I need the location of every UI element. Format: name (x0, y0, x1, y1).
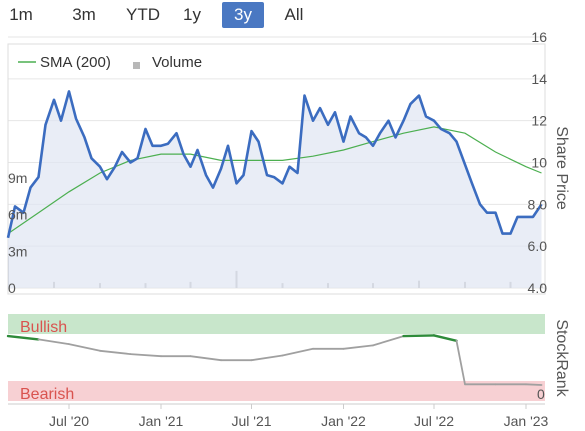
volume-legend-label: Volume (152, 54, 202, 71)
stockrank-segment (6, 334, 40, 341)
stockrank-segment (432, 334, 458, 342)
stockrank-segment (68, 343, 101, 352)
range-button-all[interactable]: All (284, 5, 304, 24)
stockrank-segment (99, 349, 132, 356)
price-area (8, 91, 542, 289)
share-price-axis-label: Share Price (553, 126, 570, 210)
price-tick-label: 6.0 (528, 238, 548, 254)
stockrank-segment (525, 383, 543, 386)
stockrank-segment (250, 354, 284, 362)
stockrank-segment (455, 339, 466, 386)
stockrank-axis-label: StockRank (553, 319, 570, 397)
x-tick-label: Jul '22 (414, 413, 454, 429)
price-tick-label: 12 (531, 113, 547, 129)
range-selector: 1m 3m YTD 1y 3y All (0, 0, 330, 30)
bullish-label: Bullish (20, 319, 67, 336)
volume-tick-label: 6m (8, 207, 27, 223)
stockrank-segment (342, 344, 374, 350)
range-button-1m[interactable]: 1m (9, 5, 33, 24)
x-tick-label: Jul '20 (49, 413, 89, 429)
price-tick-label: 14 (531, 71, 547, 87)
price-panel-frame (7, 43, 546, 295)
sma-line (7, 126, 542, 235)
volume-tick-label: 3m (8, 243, 27, 259)
range-button-ytd[interactable]: YTD (126, 5, 160, 24)
bullish-band (8, 314, 545, 334)
volume-tick-label: 0 (8, 280, 16, 296)
stockrank-segment (37, 338, 70, 346)
price-line (6, 90, 543, 239)
range-button-3m[interactable]: 3m (72, 5, 96, 24)
bearish-label: Bearish (20, 386, 74, 403)
stockrank-zero-tick: 0 (537, 386, 545, 402)
volume-tick-label: 9m (8, 170, 27, 186)
stockrank-segment (129, 353, 162, 358)
range-button-3y[interactable]: 3y (222, 2, 264, 28)
x-tick-label: Jan '22 (321, 413, 366, 429)
legend: SMA (200) Volume (18, 54, 202, 71)
stockrank-segment (189, 355, 222, 362)
x-tick-label: Jan '23 (504, 413, 549, 429)
x-tick-label: Jan '21 (139, 413, 184, 429)
stockrank-segment (402, 334, 436, 338)
price-tick-label: 8.0 (528, 196, 548, 212)
price-tick-label: 16 (531, 29, 547, 45)
price-tick-label: 4.0 (528, 280, 548, 296)
bearish-band (8, 381, 545, 401)
range-button-1y[interactable]: 1y (183, 5, 201, 24)
volume-legend-swatch (133, 62, 140, 69)
x-tick-label: Jul '21 (231, 413, 271, 429)
sma-legend-label: SMA (200) (40, 54, 111, 71)
stockrank-segment (372, 335, 405, 347)
price-tick-label: 10 (531, 155, 547, 171)
stockrank-segment (281, 347, 314, 357)
